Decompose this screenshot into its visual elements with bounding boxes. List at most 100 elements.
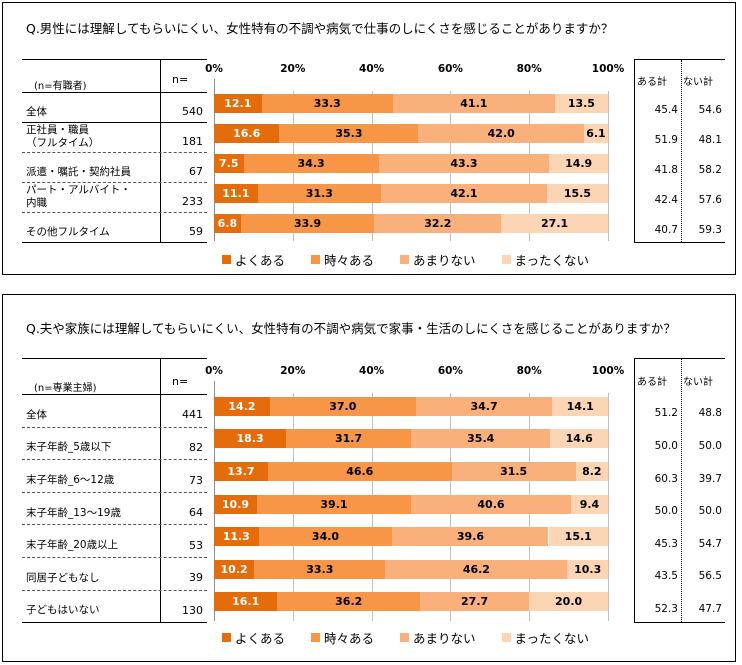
bar-segment: 6.8 bbox=[214, 213, 241, 233]
x-tick-label: 100% bbox=[591, 63, 625, 75]
bar-segment: 15.5 bbox=[546, 183, 608, 203]
x-tick-label: 60% bbox=[437, 63, 463, 75]
table-divider bbox=[160, 359, 161, 623]
n-value: 181 bbox=[182, 135, 203, 148]
nai-kei-value: 58.2 bbox=[698, 164, 722, 176]
summary-divider bbox=[681, 359, 682, 623]
legend-swatch bbox=[311, 255, 321, 264]
aru-kei-value: 45.4 bbox=[654, 104, 678, 116]
bar-segment: 37.0 bbox=[269, 396, 416, 416]
bar-segment: 13.5 bbox=[554, 93, 608, 113]
stacked-bar-chart: 12.1 33.3 41.1 13.5 16.6 35.3 42.0 6.1 7.5 34.3 43… bbox=[214, 79, 609, 241]
category-label: 子どもはいない bbox=[26, 604, 160, 617]
category-label: 末子年齢_6～12歳 bbox=[26, 474, 160, 487]
category-label-line: 全体 bbox=[26, 105, 47, 118]
legend-label: まったくない bbox=[514, 253, 590, 268]
category-label-line: 内職 bbox=[26, 197, 47, 209]
legend-item: あまりない bbox=[400, 628, 476, 647]
question-title: Q.夫や家族には理解してもらいにくい、女性特有の不調や病気で家事・生活のしにくさ… bbox=[26, 321, 676, 336]
legend-label: あまりない bbox=[413, 253, 476, 268]
aru-kei-value: 50.0 bbox=[654, 505, 678, 518]
bar-segment: 46.2 bbox=[385, 559, 568, 579]
category-label-line: 末子年齢_5歳以下 bbox=[26, 441, 112, 454]
category-label: 正社員・職員 （フルタイム） bbox=[26, 124, 160, 150]
bar-segment: 10.9 bbox=[214, 494, 257, 514]
x-tick-label: 80% bbox=[516, 365, 542, 377]
n-value: 67 bbox=[189, 165, 203, 178]
nai-kei-value: 56.5 bbox=[698, 570, 722, 583]
aru-kei-value: 51.2 bbox=[654, 407, 678, 420]
bar-segment: 42.1 bbox=[381, 183, 547, 203]
row-separator bbox=[22, 459, 207, 461]
row-separator bbox=[22, 212, 207, 213]
aru-kei-header: ある計 bbox=[637, 377, 667, 388]
bar-segment: 39.1 bbox=[256, 494, 411, 514]
bar-segment: 43.3 bbox=[378, 153, 550, 173]
x-tick-label: 40% bbox=[359, 63, 385, 75]
category-label-line: その他フルタイム bbox=[26, 225, 110, 238]
legend-swatch bbox=[400, 255, 410, 264]
legend-swatch bbox=[222, 633, 231, 642]
bar-segment: 27.1 bbox=[501, 213, 608, 233]
bar-segment: 18.3 bbox=[214, 429, 287, 449]
bar-segment: 20.0 bbox=[529, 592, 608, 612]
n-value: 39 bbox=[189, 571, 203, 585]
nai-kei-header: ない計 bbox=[683, 77, 713, 88]
bar-segment: 13.7 bbox=[214, 462, 268, 481]
question-title: Q.男性には理解してもらいにくい、女性特有の不調や病気で仕事のしにくさを感じるこ… bbox=[26, 21, 614, 36]
bar-segment: 34.7 bbox=[415, 396, 553, 416]
gridline bbox=[608, 91, 609, 241]
aru-kei-value: 41.8 bbox=[654, 164, 678, 176]
n-header: n= bbox=[172, 73, 189, 86]
x-tick-label: 40% bbox=[359, 365, 385, 377]
bar-segment: 42.0 bbox=[418, 123, 584, 143]
bar-segment: 14.9 bbox=[549, 153, 608, 173]
row-separator bbox=[22, 122, 207, 123]
x-tick-label: 60% bbox=[437, 365, 463, 377]
row-separator bbox=[22, 426, 207, 428]
bar-segment: 9.4 bbox=[570, 494, 608, 514]
legend-swatch bbox=[222, 255, 231, 264]
nai-kei-value: 54.7 bbox=[698, 537, 722, 550]
category-label: 末子年齢_5歳以下 bbox=[26, 441, 160, 454]
aru-kei-value: 52.3 bbox=[654, 602, 678, 615]
bar-segment: 40.6 bbox=[411, 494, 571, 514]
bar-segment: 6.1 bbox=[583, 123, 608, 143]
x-tick-label: 20% bbox=[280, 63, 306, 75]
sample-table: (n=有職者) 全体 540 正社員・職員 （フルタイム） 181 派遣・嘱託・契約社員 67… bbox=[22, 59, 207, 243]
bar-segment: 27.7 bbox=[420, 592, 530, 612]
category-label: 全体 bbox=[26, 409, 160, 422]
row-separator bbox=[22, 152, 207, 153]
category-label: 末子年齢_13～19歳 bbox=[26, 507, 160, 520]
row-separator bbox=[22, 524, 207, 526]
x-tick-label: 100% bbox=[591, 365, 625, 377]
aru-kei-value: 50.0 bbox=[654, 439, 678, 452]
bar-segment: 16.6 bbox=[214, 123, 280, 143]
category-label-line: 全体 bbox=[26, 408, 47, 421]
x-tick-label: 80% bbox=[516, 63, 542, 75]
nai-kei-value: 59.3 bbox=[698, 224, 722, 236]
legend-swatch bbox=[311, 633, 321, 642]
legend-item: 時々ある bbox=[311, 628, 374, 647]
category-label-line: 末子年齢_20歳以上 bbox=[26, 539, 119, 552]
legend-item: あまりない bbox=[400, 250, 476, 269]
table-divider bbox=[160, 60, 161, 242]
n-value: 233 bbox=[182, 195, 203, 208]
nai-kei-value: 54.6 bbox=[698, 104, 722, 116]
bar-segment: 15.1 bbox=[548, 527, 608, 547]
bar-segment: 41.1 bbox=[392, 93, 555, 113]
x-tick-label: 0% bbox=[205, 365, 223, 377]
bar-segment: 34.3 bbox=[243, 153, 379, 173]
nai-kei-value: 50.0 bbox=[698, 439, 722, 452]
category-label-line: 末子年齢_13～19歳 bbox=[26, 506, 121, 519]
category-label-line: 同居子どもなし bbox=[26, 571, 100, 584]
bar-segment: 14.1 bbox=[552, 396, 608, 416]
bar-segment: 35.4 bbox=[411, 429, 551, 449]
legend-swatch bbox=[501, 633, 511, 642]
bar-segment: 11.1 bbox=[214, 183, 258, 203]
bar-segment: 31.7 bbox=[286, 429, 411, 449]
bar-segment: 14.6 bbox=[550, 429, 608, 449]
nai-kei-header: ない計 bbox=[683, 377, 713, 388]
legend-label: あまりない bbox=[413, 631, 476, 646]
legend: よくある 時々ある あまりない まったくない bbox=[222, 250, 589, 269]
